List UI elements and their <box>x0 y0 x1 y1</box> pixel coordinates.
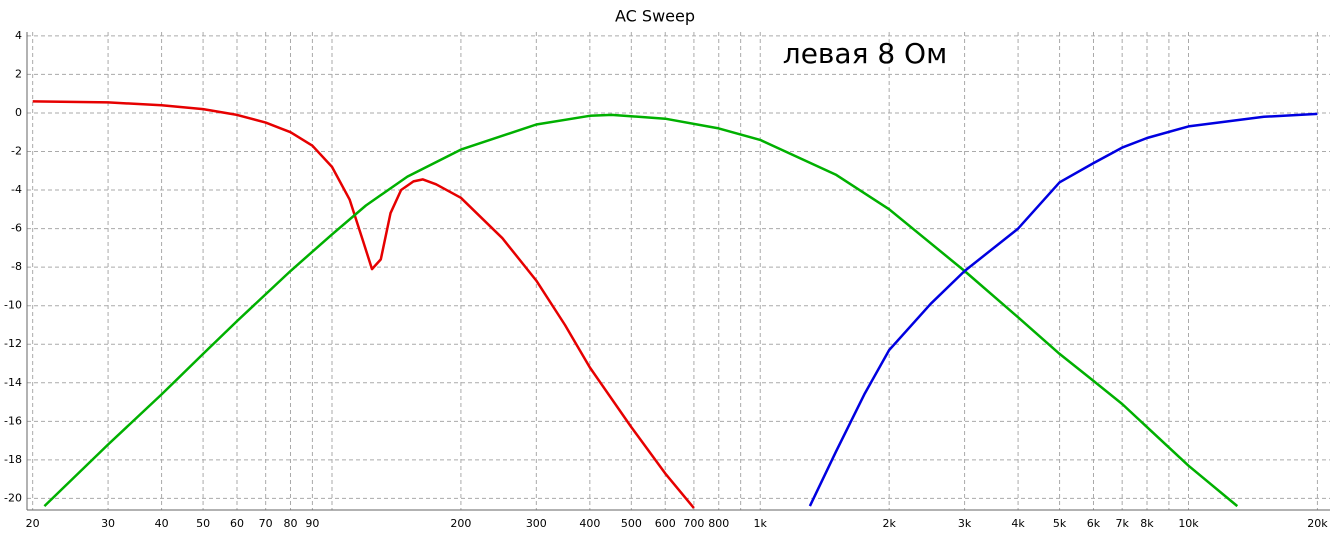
x-tick-label: 8k <box>1140 517 1154 530</box>
series-line <box>43 113 1239 508</box>
x-tick-label: 700 <box>683 517 704 530</box>
y-tick-label: -12 <box>4 337 22 350</box>
y-tick-label: -8 <box>11 260 22 273</box>
x-tick-label: 2k <box>882 517 896 530</box>
y-tick-label: -18 <box>4 453 22 466</box>
x-tick-label: 6k <box>1087 517 1101 530</box>
y-tick-label: 0 <box>15 106 22 119</box>
x-tick-label: 20k <box>1307 517 1328 530</box>
x-tick-label: 10k <box>1178 517 1199 530</box>
x-tick-label: 20 <box>26 517 40 530</box>
x-tick-label: 5k <box>1053 517 1067 530</box>
x-tick-label: 4k <box>1011 517 1025 530</box>
y-tick-label: 4 <box>15 29 22 42</box>
y-tick-label: -10 <box>4 299 22 312</box>
series-line <box>32 100 695 509</box>
y-tick-label: -4 <box>11 183 22 196</box>
series-line <box>808 112 1318 507</box>
y-tick-label: -16 <box>4 414 22 427</box>
x-tick-label: 70 <box>259 517 273 530</box>
x-tick-label: 60 <box>230 517 244 530</box>
x-tick-label: 600 <box>655 517 676 530</box>
x-tick-label: 800 <box>708 517 729 530</box>
y-tick-label: -2 <box>11 145 22 158</box>
x-tick-label: 80 <box>283 517 297 530</box>
grid <box>27 32 1330 510</box>
x-tick-label: 300 <box>526 517 547 530</box>
x-tick-label: 400 <box>579 517 600 530</box>
x-tick-label: 50 <box>196 517 210 530</box>
y-tick-label: -6 <box>11 222 22 235</box>
x-tick-label: 1k <box>754 517 768 530</box>
plot-area <box>32 100 1318 509</box>
x-tick-label: 3k <box>958 517 972 530</box>
x-tick-label: 30 <box>101 517 115 530</box>
y-tick-label: -20 <box>4 491 22 504</box>
annotation: левая 8 Ом <box>783 37 947 70</box>
y-tick-label: 2 <box>15 67 22 80</box>
x-tick-label: 90 <box>305 517 319 530</box>
x-tick-label: 40 <box>155 517 169 530</box>
x-tick-label: 500 <box>621 517 642 530</box>
y-tick-label: -14 <box>4 376 22 389</box>
x-tick-label: 7k <box>1115 517 1129 530</box>
x-tick-label: 200 <box>450 517 471 530</box>
chart-title: AC Sweep <box>615 7 695 26</box>
